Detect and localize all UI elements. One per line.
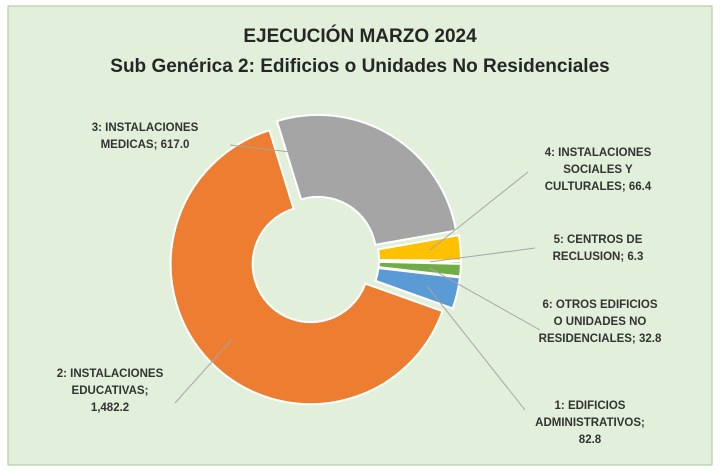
leader-line bbox=[229, 144, 376, 163]
leader-line bbox=[429, 267, 541, 331]
value-label: 32.8 bbox=[638, 333, 662, 345]
chart-title: EJECUCIÓN MARZO 2024 bbox=[243, 25, 477, 47]
category-label: 3: INSTALACIONES MEDICAS; bbox=[91, 122, 199, 151]
value-label: 66.4 bbox=[628, 181, 652, 193]
value-label: 82.8 bbox=[578, 434, 602, 446]
donut-slice bbox=[374, 266, 462, 310]
donut-slice bbox=[275, 113, 458, 246]
category-label: 2: INSTALACIONES EDUCATIVAS; bbox=[56, 368, 164, 397]
leader-line bbox=[429, 171, 529, 251]
data-label: 5: CENTROS DE RECLUSION; 6.3 bbox=[533, 232, 663, 266]
data-label: 4: INSTALACIONES SOCIALES Y CULTURALES; … bbox=[536, 145, 661, 196]
chart-subtitle: Sub Genérica 2: Edificios o Unidades No … bbox=[110, 56, 609, 77]
leader-line bbox=[174, 339, 233, 404]
category-label: 1: EDIFICIOS ADMINISTRATIVOS; bbox=[535, 400, 645, 429]
data-label: 6: OTROS EDIFICIOS O UNIDADES NO RESIDEN… bbox=[538, 297, 663, 348]
leader-line bbox=[429, 247, 536, 263]
data-label: 3: INSTALACIONES MEDICAS; 617.0 bbox=[90, 120, 200, 154]
value-label: 6.3 bbox=[627, 251, 644, 263]
value-label: 617.0 bbox=[160, 139, 190, 151]
value-label: 1,482.2 bbox=[90, 402, 130, 414]
category-label: 6: OTROS EDIFICIOS O UNIDADES NO RESIDEN… bbox=[538, 299, 658, 345]
category-label: 5: CENTROS DE RECLUSION; bbox=[552, 234, 643, 263]
category-label: 4: INSTALACIONES SOCIALES Y CULTURALES; bbox=[544, 147, 652, 193]
data-label: 1: EDIFICIOS ADMINISTRATIVOS; 82.8 bbox=[525, 398, 655, 449]
donut-slice bbox=[377, 260, 462, 278]
leader-line bbox=[426, 285, 526, 411]
data-label: 2: INSTALACIONES EDUCATIVAS; 1,482.2 bbox=[55, 366, 165, 417]
donut-slice bbox=[169, 129, 444, 406]
